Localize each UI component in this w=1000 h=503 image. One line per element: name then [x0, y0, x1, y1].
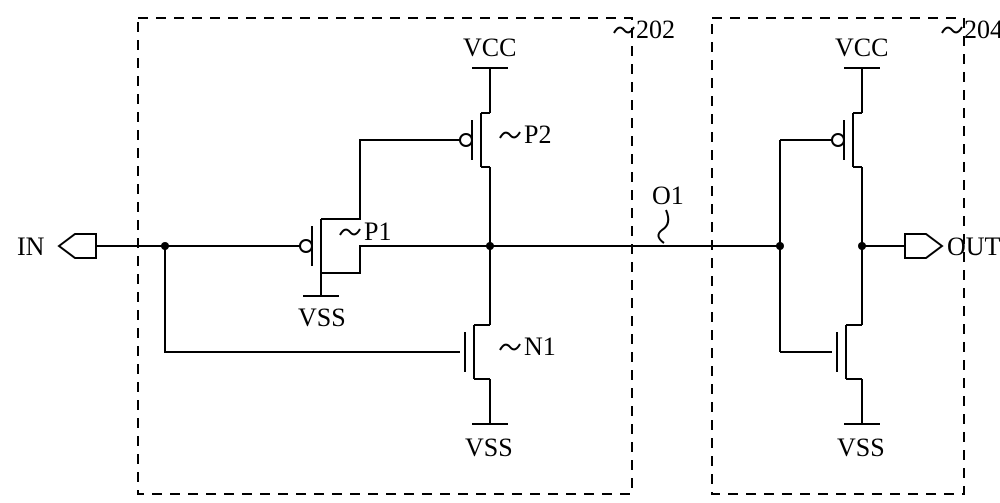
node-o1: [486, 242, 494, 250]
schematic-canvas: 202 204 IN OUT VSS VCC: [0, 0, 1000, 503]
node-out: [858, 242, 866, 250]
o1-pointer: [658, 210, 668, 243]
out-label: OUT: [947, 232, 1000, 261]
transistor-n3: [837, 325, 862, 379]
tilde-n1: [500, 344, 520, 350]
label-p2: P2: [524, 120, 551, 149]
rail-p3-vcc: VCC: [835, 33, 888, 62]
block-202: [138, 18, 632, 494]
block-label-204: 204: [964, 15, 1000, 44]
out-pad: OUT: [905, 232, 1000, 261]
in-pad: IN: [17, 232, 96, 261]
callout-tilde-204: [942, 27, 962, 33]
transistor-p1: [300, 219, 330, 273]
transistor-p3: [832, 113, 862, 167]
rail-p2-vcc: VCC: [463, 33, 516, 62]
label-o1: O1: [652, 181, 684, 210]
node-in-branch: [161, 242, 169, 250]
rail-n3-vss: VSS: [837, 433, 885, 462]
in-label: IN: [17, 232, 45, 261]
callout-tilde-202: [614, 27, 634, 33]
transistor-p2: [460, 113, 490, 167]
tilde-p1: [340, 229, 360, 235]
tilde-p2: [500, 132, 520, 138]
p1-bulk-label: VSS: [298, 303, 346, 332]
label-n1: N1: [524, 332, 556, 361]
block-label-202: 202: [636, 15, 675, 44]
rail-n1-vss: VSS: [465, 433, 513, 462]
label-p1: P1: [364, 217, 391, 246]
transistor-n1: [465, 325, 490, 379]
node-gate204: [776, 242, 784, 250]
block-204: [712, 18, 964, 494]
